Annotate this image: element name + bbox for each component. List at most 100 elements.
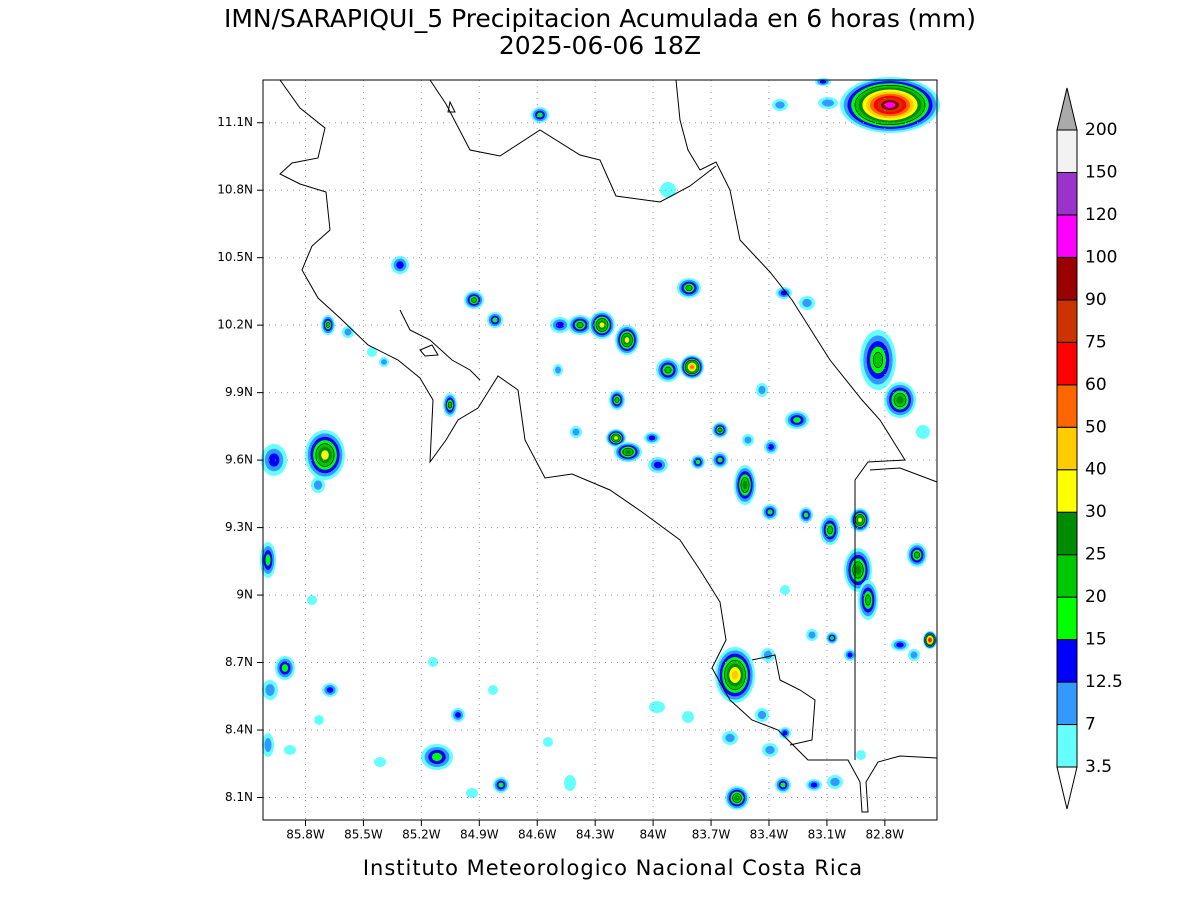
precip-contour xyxy=(896,642,904,648)
precip-contour xyxy=(344,328,352,336)
colorbar-label: 7 xyxy=(1085,715,1096,735)
precip-contour xyxy=(576,322,584,328)
precip-contour xyxy=(802,298,812,308)
precip-contour xyxy=(555,321,565,329)
precip-contour xyxy=(758,385,766,395)
precip-contour xyxy=(471,297,477,303)
x-tick-label: 84.3W xyxy=(576,828,615,842)
precip-contour xyxy=(599,322,605,328)
panama-coast xyxy=(869,467,938,483)
precip-contour xyxy=(326,687,334,693)
precip-contour xyxy=(810,782,818,788)
precip-contour xyxy=(466,788,478,798)
precip-contour xyxy=(690,365,694,369)
precip-contour xyxy=(819,80,827,84)
colorbar-box xyxy=(1056,426,1078,471)
precip-contour xyxy=(624,449,632,455)
colorbar-label: 3.5 xyxy=(1085,757,1112,777)
colorbar-label: 12.5 xyxy=(1085,672,1123,692)
precip-contour xyxy=(492,317,498,323)
colorbar-box xyxy=(1056,554,1078,598)
precip-contour xyxy=(264,738,272,752)
colorbar-box xyxy=(1056,639,1078,683)
precip-contour xyxy=(822,99,834,107)
x-tick-label: 83.7W xyxy=(692,828,731,842)
precip-contour xyxy=(854,565,862,575)
precip-contour xyxy=(498,782,504,788)
precip-contour xyxy=(742,480,748,490)
precip-contour xyxy=(775,101,785,109)
precip-contour xyxy=(929,638,931,642)
precip-contour xyxy=(765,745,775,755)
colorbar-label: 90 xyxy=(1085,290,1107,310)
precip-contour xyxy=(803,512,809,518)
precip-contour xyxy=(314,715,324,725)
colorbar: 3.5 7 12.5 15 20 25 30 40 50 60 75 90 100 120 150 200 xyxy=(1056,87,1123,810)
colorbar-box xyxy=(1056,256,1078,301)
y-tick-label: 9.6N xyxy=(225,453,253,467)
x-tick-label: 85.8W xyxy=(286,828,325,842)
map-frame xyxy=(262,79,938,821)
precip-contour xyxy=(768,444,774,450)
precip-contour xyxy=(307,595,317,605)
y-tick-label: 9N xyxy=(236,588,253,602)
precip-contour xyxy=(614,436,618,440)
precip-contour xyxy=(865,594,871,606)
osa xyxy=(751,654,816,746)
precip-contour xyxy=(284,745,296,755)
x-tick-label: 85.2W xyxy=(402,828,441,842)
y-tick-label: 8.4N xyxy=(225,723,253,737)
colorbar-box xyxy=(1056,341,1078,386)
colorbar-over xyxy=(1056,87,1078,131)
colorbar-label: 30 xyxy=(1085,502,1107,522)
precip-contour xyxy=(664,366,672,374)
coastlines xyxy=(279,79,938,813)
y-tick-label: 8.7N xyxy=(225,655,253,669)
colorbar-box xyxy=(1056,511,1078,556)
precip-contour xyxy=(374,757,386,767)
y-tick-label: 10.8N xyxy=(217,183,253,197)
colorbar-box xyxy=(1056,129,1078,173)
x-tick-label: 83.1W xyxy=(808,828,847,842)
precip-contour xyxy=(564,775,576,791)
colorbar-box xyxy=(1056,724,1078,768)
precip-contour xyxy=(808,631,816,639)
precip-contour xyxy=(884,102,896,108)
precip-contour xyxy=(914,551,920,559)
precip-contour xyxy=(910,651,918,659)
precip-contour xyxy=(782,730,788,736)
caribbean-coast xyxy=(675,79,906,760)
precip-contour xyxy=(856,750,866,760)
precipitation-field xyxy=(260,77,940,810)
precip-contour xyxy=(265,684,275,696)
x-tick-label: 82.8W xyxy=(866,828,905,842)
nicoya xyxy=(399,309,481,381)
colorbar-box xyxy=(1056,299,1078,343)
precip-contour xyxy=(731,670,739,680)
precip-contour xyxy=(396,261,404,269)
precip-contour xyxy=(744,436,752,444)
precip-contour xyxy=(660,182,676,198)
x-tick-label: 84.6W xyxy=(518,828,557,842)
precip-contour xyxy=(447,401,453,409)
colorbar-label: 40 xyxy=(1085,460,1107,480)
colorbar-label: 150 xyxy=(1085,162,1117,182)
precip-contour xyxy=(367,347,377,357)
island xyxy=(419,344,439,357)
precip-contour xyxy=(793,417,801,423)
precip-contour xyxy=(555,366,561,374)
x-tick-label: 83.4W xyxy=(750,828,789,842)
x-tick-label: 84.9W xyxy=(460,828,499,842)
colorbar-box xyxy=(1056,596,1078,641)
colorbar-label: 50 xyxy=(1085,417,1107,437)
precip-contour xyxy=(873,351,883,369)
colorbar-label: 60 xyxy=(1085,375,1107,395)
colorbar-label: 20 xyxy=(1085,587,1107,607)
y-tick-label: 9.9N xyxy=(225,385,253,399)
precip-contour xyxy=(265,554,271,566)
subtitle: 2025-06-06 18Z xyxy=(499,31,701,60)
precip-contour xyxy=(725,733,735,743)
y-tick-label: 10.2N xyxy=(217,318,253,332)
precip-contour xyxy=(830,636,834,640)
precip-contour xyxy=(916,425,930,439)
